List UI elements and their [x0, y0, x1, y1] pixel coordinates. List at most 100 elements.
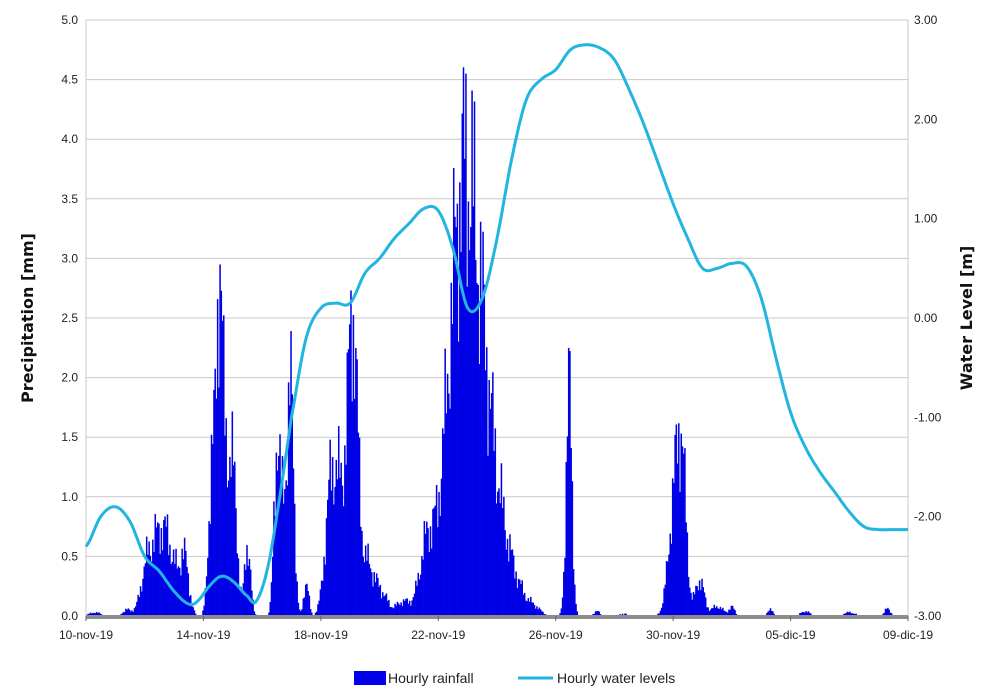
- rainfall-bar: [389, 606, 391, 616]
- rainfall-bar: [355, 348, 357, 616]
- rainfall-bar: [211, 444, 214, 616]
- rainfall-bar: [182, 559, 185, 616]
- rainfall-bar: [495, 503, 498, 616]
- rainfall-bar: [460, 251, 462, 617]
- rainfall-bar: [405, 598, 407, 616]
- rainfall-bar: [342, 506, 345, 616]
- rainfall-bar: [657, 613, 659, 616]
- rainfall-bar: [178, 567, 181, 616]
- rainfall-bar: [133, 608, 136, 616]
- rainfall-bar: [574, 584, 576, 616]
- rainfall-bar: [536, 606, 538, 616]
- rainfall-bar: [427, 528, 429, 616]
- rainfall-bar: [449, 408, 451, 616]
- rainfall-bar: [241, 591, 243, 616]
- rainfall-bar: [482, 231, 484, 616]
- rainfall-bar: [322, 581, 324, 616]
- rainfall-bar: [515, 571, 517, 616]
- rainfall-bar: [152, 539, 154, 616]
- rainfall-bar: [186, 567, 188, 616]
- rainfall-bar: [728, 609, 730, 616]
- rainfall-bar: [665, 561, 668, 616]
- rainfall-bar: [362, 556, 364, 616]
- rainfall-bar: [563, 571, 565, 616]
- rainfall-bar: [271, 556, 274, 616]
- rainfall-bar: [733, 608, 735, 616]
- rainfall-bar: [276, 470, 279, 616]
- rainfall-bar: [484, 370, 487, 616]
- rainfall-bar: [230, 476, 232, 616]
- y2-tick-label: 2.00: [914, 112, 938, 126]
- rainfall-bar: [384, 595, 386, 616]
- rainfall-bar: [172, 549, 175, 616]
- rainfall-bar: [844, 613, 846, 616]
- rainfall-bar: [438, 492, 440, 616]
- rainfall-bar: [324, 564, 327, 616]
- rainfall-bar: [421, 556, 423, 616]
- rainfall-bar: [339, 477, 341, 616]
- rainfall-bar: [328, 479, 330, 616]
- rainfall-bar: [289, 405, 291, 616]
- rainfall-bar: [499, 503, 501, 616]
- rainfall-bar: [278, 455, 280, 616]
- rainfall-bar: [87, 613, 89, 616]
- rainfall-bar: [722, 607, 724, 616]
- y-tick-label: 2.5: [61, 311, 78, 325]
- rainfall-bar: [801, 611, 804, 616]
- rainfall-bar: [422, 559, 424, 616]
- rainfall-bar: [714, 607, 717, 616]
- rainfall-bar: [298, 609, 301, 616]
- rainfall-bar: [472, 206, 475, 616]
- rainfall-bar: [318, 600, 320, 616]
- rainfall-bar: [807, 611, 810, 616]
- rainfall-bar: [95, 611, 98, 616]
- rainfall-bar: [569, 351, 571, 616]
- rainfall-bar: [368, 563, 371, 616]
- rainfall-bar: [382, 592, 384, 616]
- rainfall-bar: [364, 545, 367, 616]
- rainfall-bar: [506, 538, 509, 616]
- rainfall-bar: [771, 610, 773, 616]
- rainfall-bar: [307, 591, 309, 616]
- rainfall-bar: [385, 593, 388, 616]
- rainfall-bar: [235, 508, 237, 616]
- rainfall-bar: [559, 613, 561, 616]
- legend: Hourly rainfall Hourly water levels: [354, 670, 675, 686]
- rainfall-bar: [538, 607, 541, 616]
- rainfall-bar: [286, 485, 289, 616]
- rainfall-bar: [713, 604, 716, 616]
- rainfall-bar: [843, 613, 845, 616]
- rainfall-bar: [274, 516, 276, 616]
- rainfall-bar: [430, 548, 433, 616]
- rainfall-bar: [702, 587, 705, 616]
- y-tick-label: 4.0: [61, 132, 78, 146]
- rainfall-bar: [576, 611, 579, 616]
- rainfall-bar: [193, 610, 196, 616]
- rainfall-bar: [686, 532, 689, 616]
- rainfall-bar: [141, 591, 143, 616]
- rainfall-bar: [730, 605, 733, 616]
- rainfall-bar: [888, 609, 890, 616]
- rainfall-bar: [679, 491, 681, 616]
- rainfall-bar: [493, 450, 495, 616]
- rainfall-bar: [570, 447, 572, 616]
- x-axis-ticks: 10-nov-19 14-nov-19 18-nov-19 22-nov-19 26-n…: [59, 616, 933, 642]
- rainfall-bar: [674, 434, 676, 616]
- rainfall-bar: [533, 605, 536, 616]
- rainfall-bar: [275, 452, 278, 616]
- y-tick-label: 3.0: [61, 251, 78, 265]
- rainfall-bar: [691, 599, 694, 616]
- x-tick-label: 05-dic-19: [766, 628, 816, 642]
- rainfall-bar: [465, 73, 467, 616]
- rainfall-bar: [434, 505, 437, 616]
- rainfall-bar: [476, 283, 478, 616]
- rainfall-bar: [477, 284, 479, 616]
- x-tick-label: 18-nov-19: [294, 628, 348, 642]
- rainfall-bar: [99, 613, 101, 616]
- rainfall-bar: [566, 436, 569, 616]
- rainfall-bar: [131, 610, 133, 616]
- y2-tick-label: 0.00: [914, 311, 938, 325]
- rainfall-bar: [303, 597, 306, 616]
- rainfall-bar: [514, 578, 516, 616]
- legend-label-rainfall: Hourly rainfall: [388, 670, 474, 686]
